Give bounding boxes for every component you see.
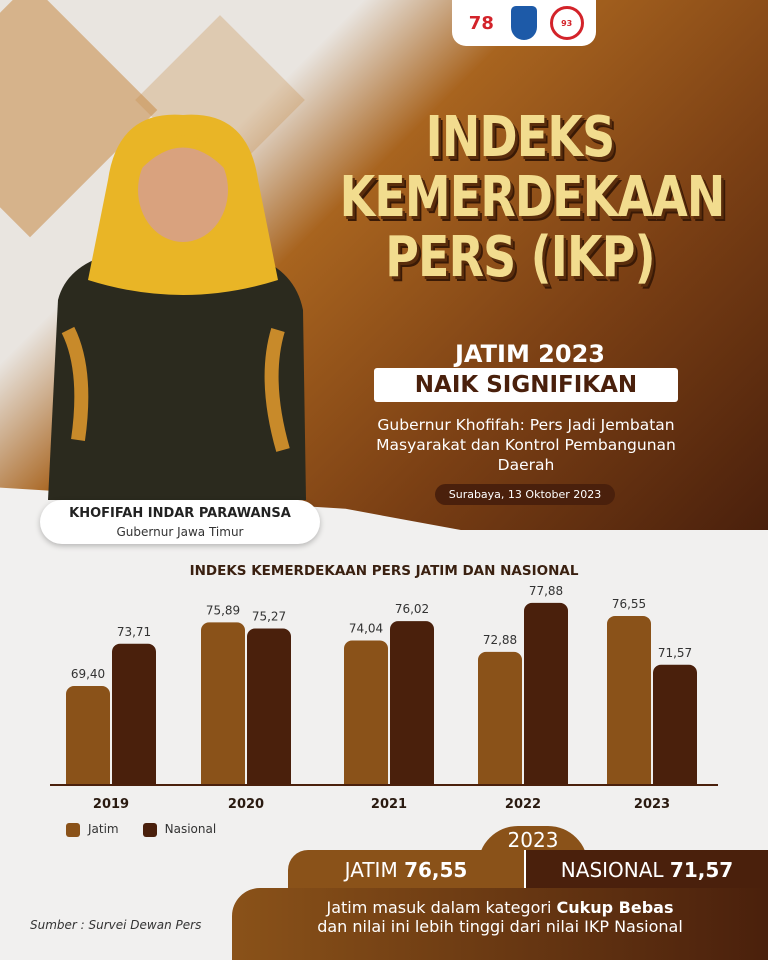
legend-item-jatim: Jatim	[66, 822, 119, 837]
highlight-badge: NAIK SIGNIFIKAN	[374, 368, 678, 402]
title-line: KEMERDEKAAN	[339, 165, 726, 230]
bar-nasional-2020	[247, 628, 291, 793]
summary-nasional: NASIONAL 71,57	[526, 850, 768, 890]
bar-nasional-2019	[112, 643, 156, 793]
logo-bar: 78 93	[452, 0, 596, 46]
x-tick-label: 2020	[228, 797, 264, 810]
legend-label: Nasional	[164, 822, 217, 836]
person-nameplate: KHOFIFAH INDAR PARAWANSA Gubernur Jawa T…	[40, 500, 320, 544]
x-tick-label: 2021	[371, 797, 407, 810]
summary-nasional-label: NASIONAL	[560, 858, 664, 882]
jatim-emblem-icon	[510, 6, 537, 40]
subtitle: JATIM 2023	[455, 340, 605, 368]
summary-text: dan nilai ini lebih tinggi dari nilai IK…	[317, 917, 683, 936]
page-title: INDEKS KEMERDEKAAN PERS (IKP)	[339, 105, 726, 290]
logo-78-icon: 78	[468, 12, 494, 34]
quote: Gubernur Khofifah: Pers Jadi Jembatan Ma…	[376, 416, 676, 474]
summary-jatim-label: JATIM	[344, 858, 398, 882]
data-label: 75,89	[206, 603, 240, 617]
bar-nasional-2022	[524, 602, 568, 793]
data-label: 69,40	[71, 667, 105, 681]
bar-jatim-2019	[66, 686, 110, 793]
summary-nasional-value: 71,57	[669, 858, 734, 882]
bar-mask	[0, 785, 768, 810]
data-label: 76,02	[395, 602, 429, 616]
legend-label: Jatim	[88, 822, 119, 836]
person-photo	[48, 114, 306, 500]
x-tick-label: 2019	[93, 797, 129, 810]
data-label: 76,55	[612, 597, 646, 611]
title-line: PERS (IKP)	[385, 225, 655, 290]
chart-title: INDEKS KEMERDEKAAN PERS JATIM DAN NASION…	[189, 563, 579, 579]
bar-jatim-2020	[201, 622, 245, 793]
summary-jatim-value: 76,55	[404, 858, 468, 882]
legend-item-nasional: Nasional	[142, 822, 217, 837]
bar-chart: 69,40 73,71 75,89 75,27 74,04 76,02 72,88 77,88…	[0, 584, 768, 810]
bar-jatim-2021	[344, 640, 388, 793]
bar-nasional-2021	[390, 621, 434, 793]
data-label: 77,88	[529, 584, 563, 598]
x-tick-label: 2023	[634, 797, 670, 810]
chart-legend: Jatim Nasional	[66, 822, 216, 837]
legend-swatch	[66, 822, 80, 837]
summary-description: Jatim masuk dalam kategori Cukup Bebas d…	[232, 888, 768, 960]
bar-jatim-2022	[478, 651, 522, 793]
x-tick-label: 2022	[505, 797, 541, 810]
person-role: Gubernur Jawa Timur	[116, 525, 244, 539]
summary-text: Jatim masuk dalam kategori	[326, 898, 557, 917]
title-line: INDEKS	[425, 105, 616, 170]
adipura-logo-icon: 93	[549, 6, 584, 40]
legend-swatch	[142, 822, 157, 837]
person-name: KHOFIFAH INDAR PARAWANSA	[69, 506, 291, 521]
data-label: 75,27	[252, 609, 286, 623]
source-note: Sumber : Survei Dewan Pers	[30, 918, 202, 932]
bar-nasional-2023	[653, 664, 697, 793]
data-label: 74,04	[349, 622, 383, 636]
date-badge: Surabaya, 13 Oktober 2023	[435, 484, 615, 505]
summary-category: Cukup Bebas	[556, 898, 674, 917]
data-label: 71,57	[658, 646, 692, 660]
summary-values: JATIM 76,55 NASIONAL 71,57	[288, 850, 768, 890]
data-label: 73,71	[117, 625, 151, 639]
summary-jatim: JATIM 76,55	[288, 850, 526, 890]
data-label: 72,88	[483, 633, 517, 647]
bar-jatim-2023	[607, 615, 651, 793]
